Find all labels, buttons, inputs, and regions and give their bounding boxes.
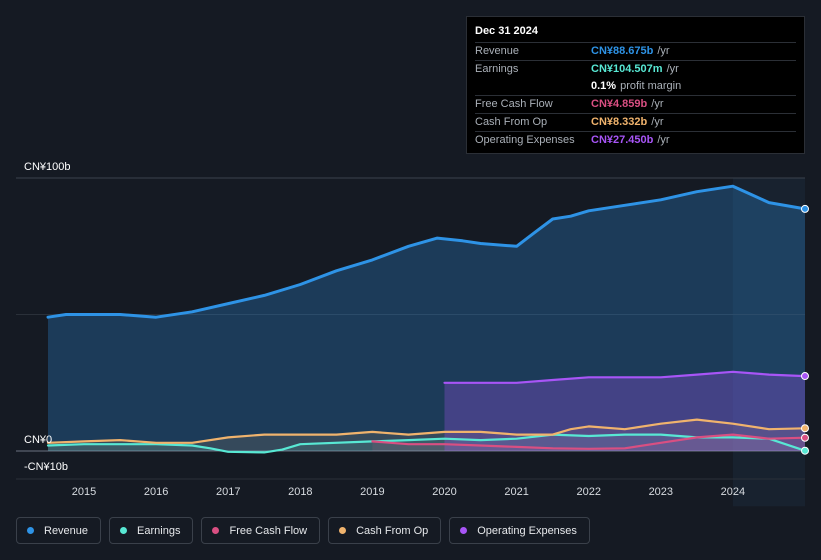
tooltip-row-operating-expenses: Operating Expenses CN¥27.450b/yr xyxy=(475,131,796,149)
free-cash-flow-line xyxy=(371,433,807,450)
free-cash-flow-end-dot xyxy=(801,433,809,442)
tooltip: Dec 31 2024 Revenue CN¥88.675b/yr Earnings… xyxy=(466,16,805,154)
operating-expenses-area xyxy=(444,371,805,451)
cash-from-op-end-dot xyxy=(801,424,809,433)
legend-item-operating-expenses[interactable]: Operating Expenses xyxy=(449,517,590,544)
tooltip-unit: profit margin xyxy=(620,80,682,92)
tooltip-label: Revenue xyxy=(475,45,520,57)
x-tick-2015: 2015 xyxy=(72,486,96,498)
legend-dot-icon xyxy=(212,527,220,534)
tooltip-label: Earnings xyxy=(475,63,519,75)
legend-label: Earnings xyxy=(137,524,181,537)
revenue-end-dot xyxy=(801,204,809,213)
tooltip-unit: /yr xyxy=(651,116,664,128)
x-tick-2023: 2023 xyxy=(649,486,673,498)
legend-dot-icon xyxy=(27,527,34,534)
x-tick-2024: 2024 xyxy=(721,486,745,498)
tooltip-label: Free Cash Flow xyxy=(475,98,553,110)
x-tick-2021: 2021 xyxy=(504,486,528,498)
tooltip-value: 0.1% xyxy=(591,80,617,92)
operating-expenses-line xyxy=(443,370,807,384)
tooltip-unit: /yr xyxy=(657,134,670,146)
legend-label: Revenue xyxy=(44,524,89,537)
tooltip-row-revenue: Revenue CN¥88.675b/yr xyxy=(475,42,796,60)
tooltip-date: Dec 31 2024 xyxy=(475,25,538,37)
tooltip-unit: /yr xyxy=(666,63,679,75)
x-tick-2018: 2018 xyxy=(288,486,312,498)
tooltip-row-profit-margin: 0.1% profit margin xyxy=(475,78,796,95)
tooltip-row-free-cash-flow: Free Cash Flow CN¥4.859b/yr xyxy=(475,95,796,113)
x-tick-2017: 2017 xyxy=(216,486,240,498)
legend-dot-icon xyxy=(460,527,468,534)
forecast-region xyxy=(732,178,805,507)
legend-item-earnings[interactable]: Earnings xyxy=(109,517,194,544)
tooltip-label xyxy=(475,78,591,95)
y-label-zero: CN¥0 xyxy=(24,434,52,446)
revenue-area xyxy=(48,186,805,451)
x-tick-2016: 2016 xyxy=(144,486,168,498)
legend-label: Cash From Op xyxy=(356,524,429,537)
earnings-end-dot xyxy=(801,446,809,455)
legend-item-revenue[interactable]: Revenue xyxy=(16,517,102,544)
tooltip-label: Operating Expenses xyxy=(475,134,575,146)
tooltip-row-earnings: Earnings CN¥104.507m/yr xyxy=(475,60,796,78)
legend-label: Free Cash Flow xyxy=(229,524,308,537)
free-cash-flow-area xyxy=(372,434,805,451)
tooltip-unit: /yr xyxy=(657,45,670,57)
legend-dot-icon xyxy=(120,527,128,534)
tooltip-unit: /yr xyxy=(651,98,664,110)
tooltip-value: CN¥8.332b xyxy=(591,116,648,128)
legend-dot-icon xyxy=(339,527,347,534)
earnings-line xyxy=(46,433,807,454)
tooltip-value: CN¥4.859b xyxy=(591,98,648,110)
x-tick-2022: 2022 xyxy=(576,486,600,498)
y-label-bottom: -CN¥10b xyxy=(24,461,68,473)
legend-item-free-cash-flow[interactable]: Free Cash Flow xyxy=(201,517,321,544)
legend-label: Operating Expenses xyxy=(477,524,577,537)
cash-from-op-line xyxy=(46,418,807,444)
x-tick-2020: 2020 xyxy=(432,486,456,498)
tooltip-label: Cash From Op xyxy=(475,116,548,128)
chart: CN¥100b CN¥0 -CN¥10b 2015 2016 2017 2018 201… xyxy=(16,161,809,507)
tooltip-value: CN¥88.675b xyxy=(591,45,654,57)
legend-item-cash-from-op[interactable]: Cash From Op xyxy=(328,517,442,544)
legend: Revenue Earnings Free Cash Flow Cash From O… xyxy=(16,517,590,544)
operating-expenses-end-dot xyxy=(801,372,809,381)
y-label-top: CN¥100b xyxy=(24,161,70,173)
tooltip-value: CN¥27.450b xyxy=(591,134,654,146)
revenue-line xyxy=(46,184,807,319)
cash-from-op-area xyxy=(48,419,805,451)
tooltip-value: CN¥104.507m xyxy=(591,63,663,75)
tooltip-row-cash-from-op: Cash From Op CN¥8.332b/yr xyxy=(475,113,796,131)
x-tick-2019: 2019 xyxy=(360,486,384,498)
